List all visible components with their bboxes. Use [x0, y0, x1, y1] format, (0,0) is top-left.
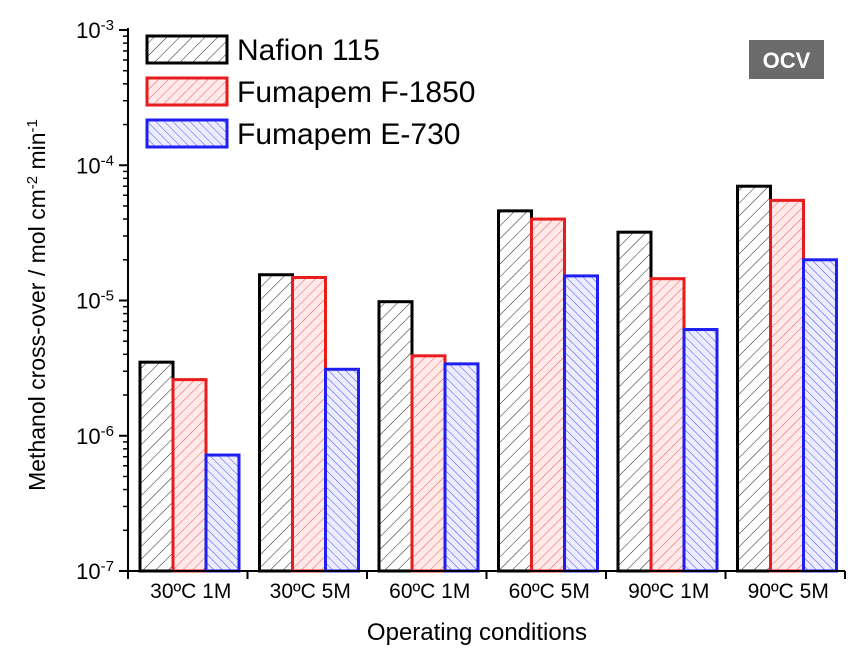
ocv-badge-label: OCV	[763, 48, 811, 73]
legend-swatch-3	[145, 118, 229, 149]
x-axis-label: Operating conditions	[367, 619, 587, 646]
bar-1-6	[736, 184, 772, 573]
y-axis-label: Methanol cross-over / mol cm-2 min-1	[24, 119, 51, 491]
x-tick-label: 60ºC 5M	[509, 580, 590, 603]
bar-2-4	[530, 217, 566, 573]
x-tick-label: 30ºC 1M	[150, 580, 231, 603]
y-axis-label-sup2: -1	[24, 119, 41, 132]
x-tick-label: 60ºC 1M	[389, 580, 470, 603]
legend-label-3: Fumapem E-730	[237, 118, 460, 151]
bar-1-4	[497, 209, 533, 573]
ocv-badge: OCV	[749, 40, 824, 79]
bar-1-1	[138, 360, 175, 573]
bars-group	[138, 184, 838, 573]
bar-2-2	[291, 275, 327, 573]
bar-3-2	[324, 367, 360, 573]
y-tick-base: 10	[76, 18, 100, 43]
x-tick-labels: 30ºC 1M 30ºC 5M 60ºC 1M 60ºC 5M 90ºC 1M 90ºC …	[150, 580, 829, 603]
bar-1-5	[616, 230, 653, 573]
x-tick-label: 90ºC 1M	[628, 580, 709, 603]
legend-swatch-1	[145, 34, 229, 65]
y-tick-exp: -6	[101, 422, 114, 439]
bar-2-5	[649, 277, 686, 573]
bar-2-3	[410, 354, 447, 573]
legend: Nafion 115 Fumapem F-1850 Fumapem E-730	[145, 34, 475, 151]
bar-2-6	[769, 198, 805, 573]
y-tick-exp: -5	[101, 287, 114, 304]
bar-1-3	[377, 300, 414, 573]
y-tick-label: 10-7	[76, 558, 114, 585]
y-tick-labels: 10-710-610-510-410-3	[76, 17, 114, 585]
y-tick-base: 10	[76, 153, 100, 178]
y-axis-label-sup1: -2	[24, 176, 41, 189]
axes-group	[119, 28, 846, 579]
y-tick-base: 10	[76, 559, 100, 584]
y-tick-label: 10-4	[76, 152, 114, 179]
legend-label-1: Nafion 115	[237, 34, 380, 67]
bar-3-4	[563, 274, 599, 573]
y-tick-exp: -7	[101, 558, 114, 575]
y-tick-exp: -4	[101, 152, 114, 169]
bar-3-3	[443, 362, 480, 573]
bar-1-2	[258, 273, 294, 573]
x-tick-label: 90ºC 5M	[748, 580, 829, 603]
y-tick-label: 10-5	[76, 287, 114, 314]
bar-3-6	[802, 258, 838, 573]
bar-2-1	[171, 378, 208, 573]
y-axis-label-main: Methanol cross-over / mol cm	[24, 189, 50, 491]
legend-label-2: Fumapem F-1850	[237, 76, 475, 109]
y-tick-label: 10-6	[76, 422, 114, 449]
legend-swatch-2	[145, 76, 229, 107]
bar-3-5	[682, 328, 719, 573]
bar-3-1	[204, 453, 241, 573]
y-tick-exp: -3	[101, 17, 114, 34]
ocv-badge-box	[749, 40, 824, 79]
y-tick-base: 10	[76, 424, 100, 449]
x-tick-label: 30ºC 5M	[270, 580, 351, 603]
y-axis-label-mid: min	[24, 132, 50, 175]
y-tick-label: 10-3	[76, 17, 114, 44]
y-tick-base: 10	[76, 289, 100, 314]
